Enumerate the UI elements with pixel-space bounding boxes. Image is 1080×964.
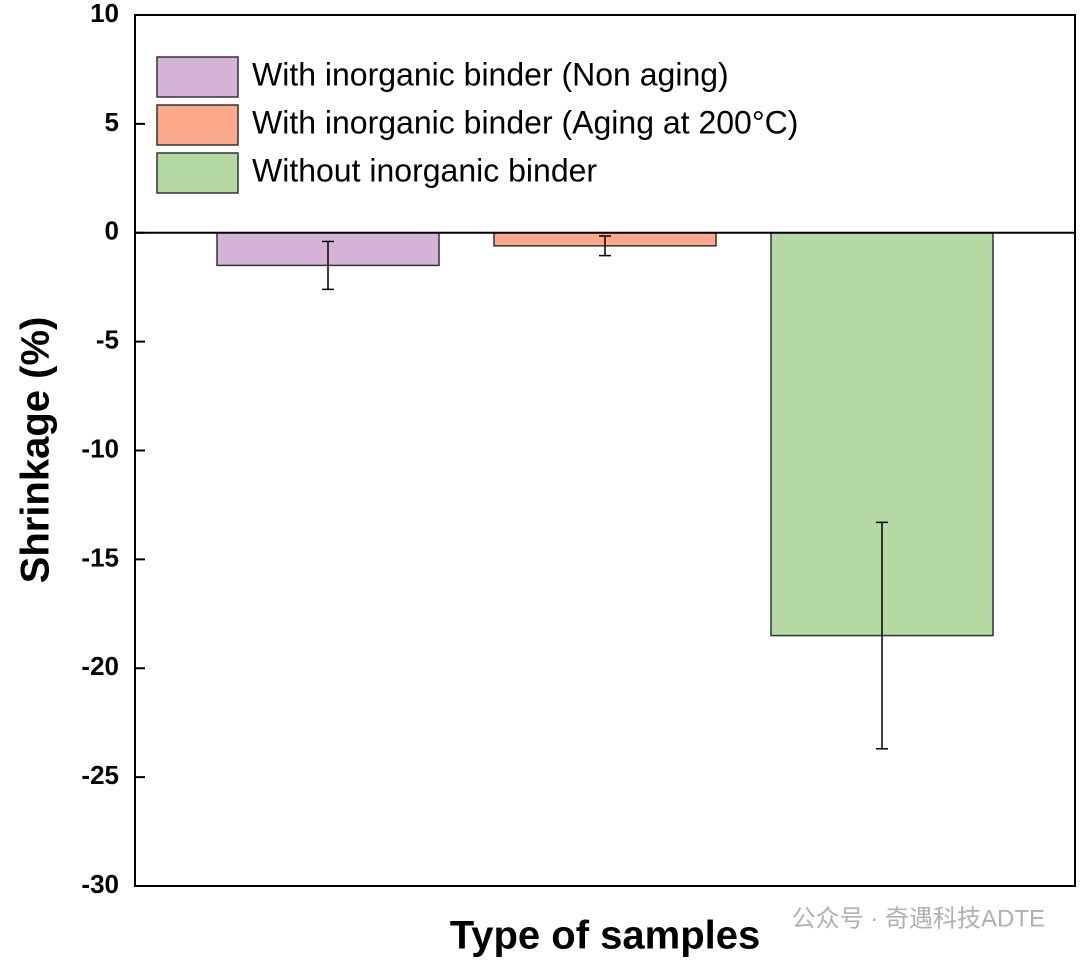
legend-label: With inorganic binder (Aging at 200°C) — [252, 104, 798, 140]
y-axis-label: Shrinkage (%) — [14, 317, 58, 584]
legend-label: With inorganic binder (Non aging) — [252, 56, 729, 92]
error-bar — [322, 240, 334, 291]
y-tick-label: -10 — [81, 433, 119, 463]
x-axis-label: Type of samples — [450, 914, 760, 958]
y-tick-label: -5 — [96, 325, 119, 355]
y-tick-label: 10 — [90, 0, 119, 28]
legend-swatch — [156, 56, 239, 98]
error-bar — [876, 521, 888, 750]
y-tick-label: 5 — [105, 107, 119, 137]
y-tick-label: 0 — [105, 216, 119, 246]
legend-label: Without inorganic binder — [252, 152, 597, 188]
watermark: 公众号 · 奇遇科技ADTE — [792, 905, 1045, 932]
legend-swatch — [156, 152, 239, 194]
y-tick-label: -25 — [81, 760, 119, 790]
y-tick-label: -15 — [81, 542, 119, 572]
error-bar — [599, 235, 611, 257]
legend-swatch — [156, 104, 239, 146]
y-tick-label: -20 — [81, 651, 119, 681]
y-tick-label: -30 — [81, 869, 119, 899]
